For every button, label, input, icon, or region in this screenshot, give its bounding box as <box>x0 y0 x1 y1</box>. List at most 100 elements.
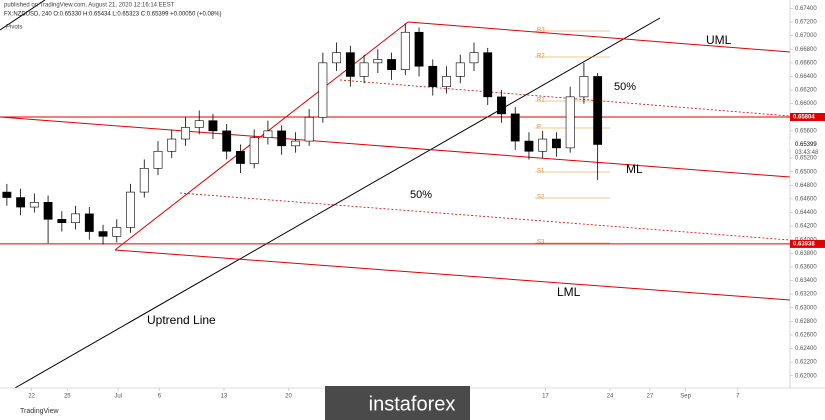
candle-body <box>263 130 273 138</box>
y-tick-label: 0.66000 <box>795 101 817 107</box>
watermark: instaforex <box>369 393 456 415</box>
pivot-label: S3 <box>537 240 545 246</box>
y-tick-label: 0.67200 <box>795 20 817 26</box>
price-label: 0.63938 <box>793 242 815 248</box>
candle-body <box>593 76 603 145</box>
pivot-label: S2 <box>537 195 545 201</box>
annotation: LML <box>557 285 581 299</box>
x-tick-label: 13 <box>221 394 228 400</box>
candle-body <box>565 96 575 149</box>
candle-body <box>304 116 314 142</box>
price-label: 0.65804 <box>793 115 815 121</box>
price-label-box <box>790 239 825 248</box>
y-tick-label: 0.64400 <box>795 210 817 216</box>
x-tick-label: 17 <box>542 394 549 400</box>
candle-body <box>510 113 520 142</box>
candle-body <box>524 140 534 152</box>
y-tick-label: 0.65000 <box>795 169 817 175</box>
pivot-label: P <box>537 125 541 131</box>
candle-body <box>332 52 342 64</box>
x-tick-label: 24 <box>607 394 614 400</box>
candle-body <box>400 31 410 70</box>
candle-body <box>579 76 589 98</box>
candle-body <box>2 191 12 198</box>
median-line <box>0 116 791 178</box>
candle-body <box>483 52 493 98</box>
candle-body <box>194 120 204 128</box>
candle-body <box>455 62 465 77</box>
candle-body <box>318 62 328 118</box>
y-tick-label: 0.67000 <box>795 33 817 39</box>
candle-body <box>442 76 451 87</box>
candle-body <box>552 138 561 149</box>
x-tick-label: Sep <box>680 394 691 400</box>
x-tick-label: 6 <box>158 394 162 400</box>
x-tick-label: 25 <box>64 394 71 400</box>
y-tick-label: 0.63800 <box>795 251 817 257</box>
candle-body <box>414 31 424 67</box>
x-tick-label: Jul <box>114 394 122 400</box>
y-tick-label: 0.67400 <box>795 6 817 12</box>
y-tick-label: 0.62200 <box>795 360 817 366</box>
pivot-label: R1 <box>537 98 545 104</box>
candle-body <box>98 231 108 237</box>
x-tick-label: 22 <box>28 394 35 400</box>
upper-median-line <box>407 21 791 53</box>
x-tick-label: 27 <box>647 394 654 400</box>
candle-body <box>43 201 53 220</box>
candle-body <box>112 227 122 237</box>
candle-body <box>208 120 218 132</box>
indicator-label: Pivots <box>6 25 22 31</box>
footer: TradingView <box>20 408 59 415</box>
trend-line <box>0 0 46 31</box>
annotation: Uptrend Line <box>147 313 216 327</box>
pivot-label: R3 <box>537 28 545 34</box>
candle-body <box>29 201 39 208</box>
candle-body <box>222 130 232 152</box>
candle-body <box>373 59 383 64</box>
candle-body <box>139 167 149 193</box>
upper-half-line <box>339 79 791 117</box>
y-tick-label: 0.64800 <box>795 183 817 189</box>
candle-body <box>469 52 479 64</box>
symbol-info: FX:NZDUSD, 240 O:0.65330 H:0.65434 L:0.6… <box>4 12 221 18</box>
uptrend-line <box>14 17 661 389</box>
y-tick-label: 0.64600 <box>795 196 817 202</box>
y-tick-label: 0.62800 <box>795 319 817 325</box>
y-tick-label: 0.63600 <box>795 264 817 270</box>
candle-body <box>290 140 300 147</box>
y-tick-label: 0.66400 <box>795 74 817 80</box>
candle-body <box>236 150 245 164</box>
candle-body <box>497 96 506 115</box>
annotation: 50% <box>410 189 432 201</box>
y-tick-label: 0.66200 <box>795 88 817 94</box>
last-price-box <box>790 140 825 149</box>
y-tick-label: 0.65600 <box>795 128 817 134</box>
candle-body <box>71 213 80 224</box>
candle-body <box>538 138 548 152</box>
y-tick-label: 0.66800 <box>795 47 817 53</box>
last-price-label: 0.65399 <box>795 142 817 148</box>
x-tick-label: 20 <box>285 394 292 400</box>
candle-body <box>428 65 438 87</box>
annotation: ML <box>626 162 643 176</box>
lower-half-line <box>179 192 791 241</box>
candle-body <box>181 127 190 140</box>
candle-body <box>57 219 67 224</box>
y-tick-label: 0.63000 <box>795 305 817 311</box>
pivot-label: S1 <box>537 169 545 175</box>
candle-body <box>167 138 177 152</box>
x-tick-label: 7 <box>736 394 740 400</box>
pivot-label: R2 <box>537 54 545 60</box>
candle-body <box>249 137 259 164</box>
y-tick-label: 0.62600 <box>795 333 817 339</box>
plot-area <box>0 0 791 389</box>
candle-body <box>153 150 163 169</box>
y-tick-label: 0.64200 <box>795 224 817 230</box>
candle-body <box>16 197 26 208</box>
y-tick-label: 0.62400 <box>795 346 817 352</box>
candle-body <box>387 59 396 70</box>
y-tick-label: 0.66600 <box>795 60 817 66</box>
annotation: UML <box>706 33 732 47</box>
